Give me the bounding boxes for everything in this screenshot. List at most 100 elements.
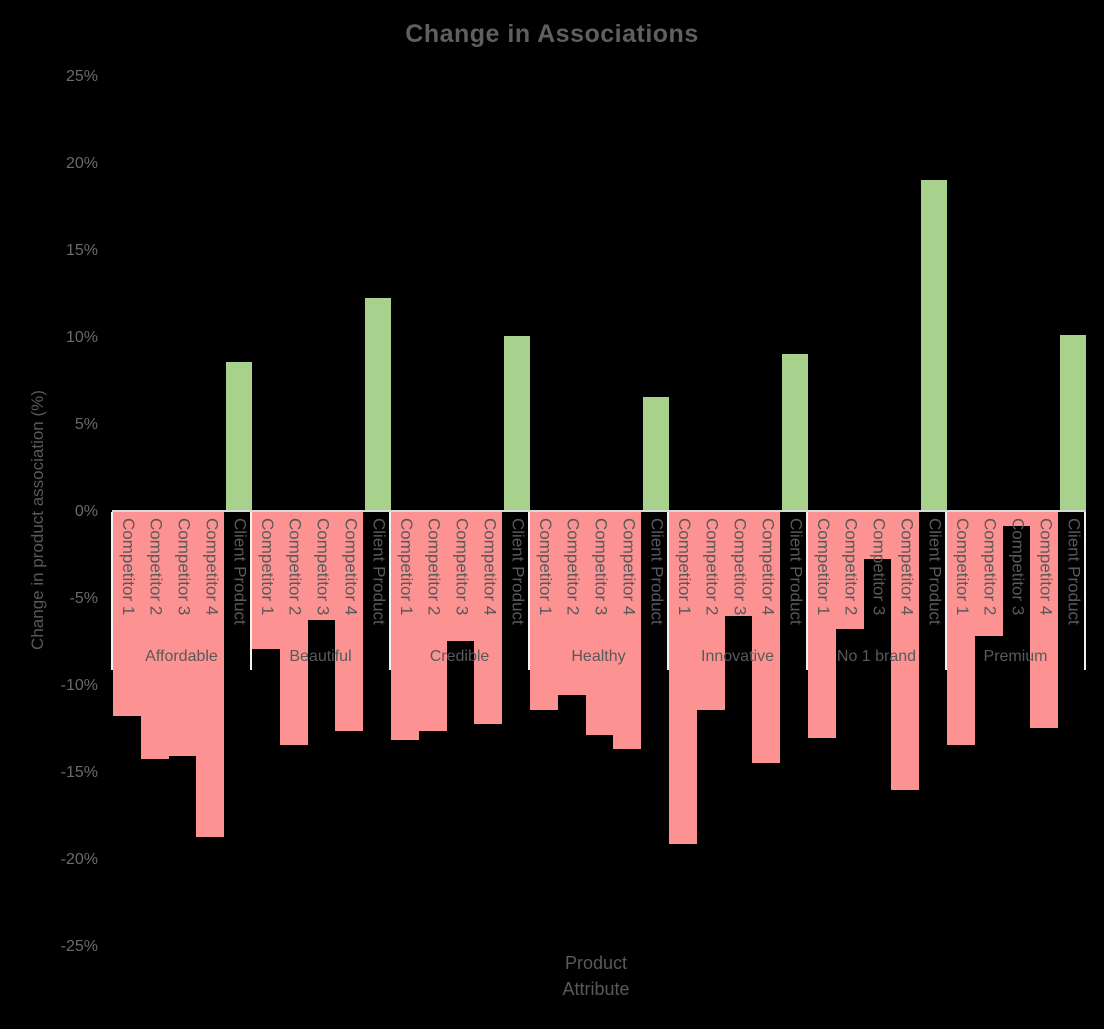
bar-competitor-3-affordable [168, 512, 197, 756]
category-label-beautiful: Beautiful [289, 648, 352, 665]
bar-label-competitor-4-healthy: Competitor 4 [619, 518, 639, 616]
category-label-innovative: Innovative [701, 648, 774, 665]
bar-competitor-2-no-1-brand [835, 512, 864, 629]
y-tick--25-: -25% [60, 938, 98, 955]
bar-label-competitor-1-premium: Competitor 1 [952, 518, 972, 616]
bar-competitor-3-credible [446, 512, 475, 641]
bar-label-client-product-no-1-brand: Client Product [925, 518, 945, 625]
bar-competitor-1-no-1-brand [808, 512, 836, 739]
bar-label-competitor-3-no-1-brand: Competitor 3 [869, 518, 889, 616]
bar-label-client-product-affordable: Client Product [230, 518, 250, 625]
bar-label-competitor-3-affordable: Competitor 3 [174, 518, 194, 616]
bar-competitor-1-beautiful [252, 512, 280, 650]
bar-label-competitor-2-innovative: Competitor 2 [702, 518, 722, 616]
bar-label-competitor-1-beautiful: Competitor 1 [257, 518, 277, 616]
bar-label-competitor-4-beautiful: Competitor 4 [341, 518, 361, 616]
bar-label-client-product-innovative: Client Product [786, 518, 806, 625]
bar-competitor-1-healthy [530, 512, 558, 711]
bar-competitor-1-affordable [113, 512, 141, 716]
bar-label-competitor-1-credible: Competitor 1 [396, 518, 416, 616]
category-separator [1084, 512, 1086, 670]
category-label-healthy: Healthy [571, 648, 626, 665]
bar-client-product-innovative [781, 353, 808, 512]
category-separator [528, 512, 530, 670]
category-separator [806, 512, 808, 670]
bar-competitor-4-no-1-brand [891, 512, 920, 791]
y-tick-0-: 0% [74, 503, 98, 520]
bar-label-competitor-4-premium: Competitor 4 [1036, 518, 1056, 616]
bar-competitor-2-credible [418, 512, 447, 732]
bar-label-competitor-3-beautiful: Competitor 3 [313, 518, 333, 616]
category-separator [250, 512, 252, 670]
bar-competitor-3-premium [1002, 512, 1031, 526]
bar-label-competitor-3-premium: Competitor 3 [1008, 518, 1028, 616]
category-label-credible: Credible [429, 648, 490, 665]
y-tick-25-: 25% [65, 68, 98, 85]
bar-label-competitor-2-credible: Competitor 2 [424, 518, 444, 616]
bar-competitor-2-premium [974, 512, 1003, 636]
bar-label-client-product-premium: Client Product [1064, 518, 1084, 625]
bar-client-product-credible [503, 336, 530, 512]
bar-label-competitor-2-no-1-brand: Competitor 2 [841, 518, 861, 616]
bar-client-product-healthy [642, 397, 669, 512]
bar-competitor-4-healthy [613, 512, 642, 749]
category-label-no-1-brand: No 1 brand [836, 648, 917, 665]
bar-competitor-1-credible [391, 512, 419, 740]
bar-competitor-2-beautiful [279, 512, 308, 746]
bar-label-competitor-4-affordable: Competitor 4 [202, 518, 222, 616]
y-tick--15-: -15% [60, 764, 98, 781]
bar-label-competitor-1-no-1-brand: Competitor 1 [813, 518, 833, 616]
chart-title: Change in Associations [405, 20, 699, 48]
bar-competitor-3-innovative [724, 512, 753, 617]
bar-label-competitor-2-beautiful: Competitor 2 [285, 518, 305, 616]
y-tick--10-: -10% [60, 677, 98, 694]
zero-axis-line [112, 510, 1085, 512]
bar-competitor-4-innovative [752, 512, 781, 763]
y-tick-10-: 10% [65, 329, 98, 346]
category-separator [111, 512, 113, 670]
bar-competitor-2-healthy [557, 512, 586, 695]
bar-competitor-2-affordable [140, 512, 169, 760]
bar-client-product-premium [1059, 334, 1086, 512]
bar-client-product-beautiful [364, 297, 391, 512]
bar-competitor-4-beautiful [335, 512, 364, 732]
category-label-affordable: Affordable [145, 648, 218, 665]
bar-competitor-3-no-1-brand [863, 512, 892, 559]
bar-label-client-product-healthy: Client Product [647, 518, 667, 625]
category-separator [667, 512, 669, 670]
bar-label-competitor-4-innovative: Competitor 4 [758, 518, 778, 616]
bar-label-competitor-4-credible: Competitor 4 [480, 518, 500, 616]
bar-label-competitor-1-healthy: Competitor 1 [535, 518, 555, 616]
category-label-premium: Premium [983, 648, 1048, 665]
bar-label-competitor-4-no-1-brand: Competitor 4 [897, 518, 917, 616]
bar-label-competitor-3-healthy: Competitor 3 [591, 518, 611, 616]
bar-label-competitor-3-credible: Competitor 3 [452, 518, 472, 616]
bar-label-client-product-beautiful: Client Product [369, 518, 389, 625]
y-tick-15-: 15% [65, 242, 98, 259]
x-axis-title: Product Attribute [562, 953, 630, 999]
bar-label-competitor-1-innovative: Competitor 1 [674, 518, 694, 616]
bar-label-competitor-2-premium: Competitor 2 [980, 518, 1000, 616]
y-tick-5-: 5% [74, 416, 98, 433]
bar-client-product-no-1-brand [920, 179, 947, 512]
bar-competitor-4-premium [1030, 512, 1059, 728]
bar-competitor-2-innovative [696, 512, 725, 711]
bar-competitor-1-innovative [669, 512, 697, 845]
bar-label-client-product-credible: Client Product [508, 518, 528, 625]
bar-competitor-3-beautiful [307, 512, 336, 620]
category-separator [945, 512, 947, 670]
bar-competitor-3-healthy [585, 512, 614, 735]
bar-client-product-affordable [225, 362, 252, 512]
y-tick--20-: -20% [60, 851, 98, 868]
bar-label-competitor-2-healthy: Competitor 2 [563, 518, 583, 616]
bar-competitor-4-credible [474, 512, 503, 725]
bar-label-competitor-3-innovative: Competitor 3 [730, 518, 750, 616]
y-tick--5-: -5% [69, 590, 98, 607]
bar-competitor-1-premium [947, 512, 975, 746]
bar-label-competitor-1-affordable: Competitor 1 [118, 518, 138, 616]
category-separator [389, 512, 391, 670]
bar-label-competitor-2-affordable: Competitor 2 [146, 518, 166, 616]
y-tick-20-: 20% [65, 155, 98, 172]
bar-competitor-4-affordable [196, 512, 225, 838]
